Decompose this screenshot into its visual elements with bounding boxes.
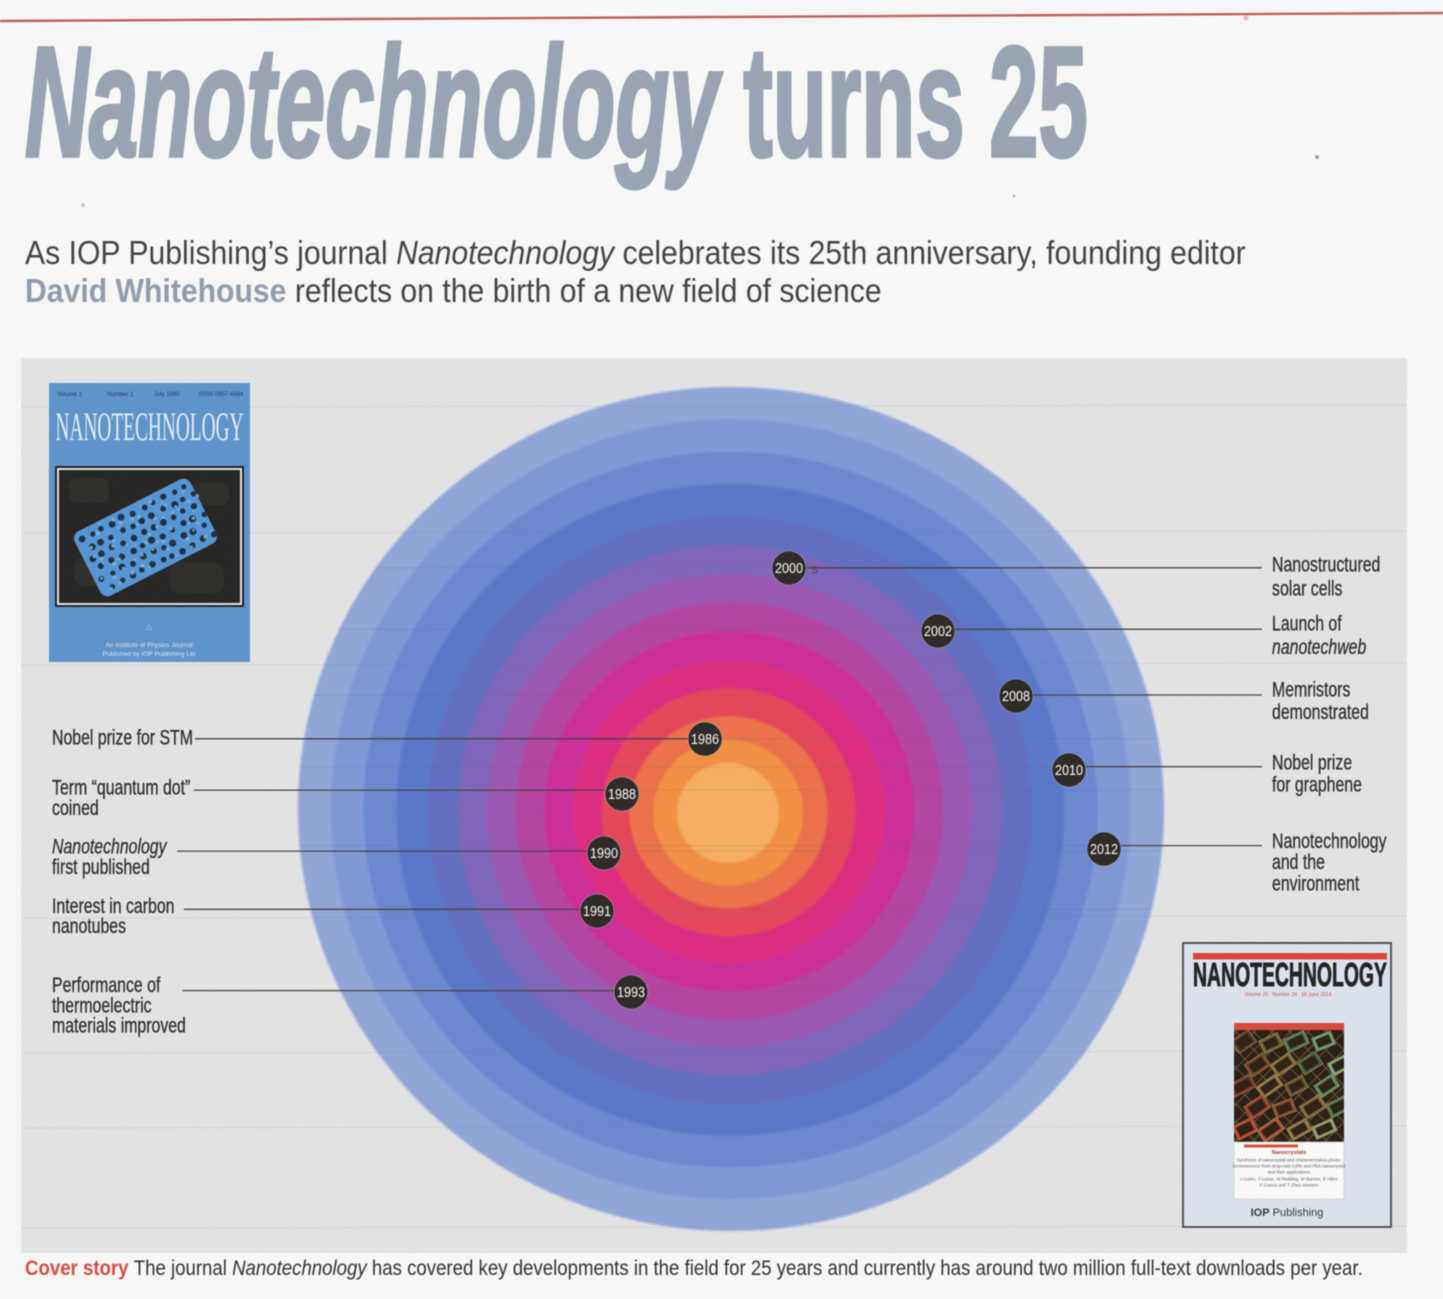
svg-text:Memristors: Memristors	[1272, 677, 1350, 701]
svg-text:J Galen, Y Lucas, M Redding, W: J Galen, Y Lucas, M Redding, W Barnes, E…	[1239, 1177, 1338, 1182]
svg-text:△: △	[146, 622, 153, 631]
svg-text:Nanocrystals: Nanocrystals	[1272, 1150, 1307, 1156]
svg-text:Nobel prize for STM: Nobel prize for STM	[52, 725, 193, 749]
svg-text:NANOTECHNOLOGY: NANOTECHNOLOGY	[1193, 957, 1387, 994]
svg-text:materials improved: materials improved	[52, 1014, 186, 1038]
svg-text:first published: first published	[52, 855, 150, 879]
svg-text:July 1990: July 1990	[154, 392, 180, 398]
svg-text:demonstrated: demonstrated	[1272, 700, 1369, 724]
svg-text:Nanostructured: Nanostructured	[1272, 552, 1380, 576]
svg-text:s: s	[811, 561, 818, 577]
svg-text:1986: 1986	[691, 730, 719, 747]
svg-text:and their applications: and their applications	[1268, 1170, 1311, 1175]
svg-text:IOP Publishing: IOP Publishing	[1251, 1207, 1324, 1219]
svg-text:and the: and the	[1272, 850, 1325, 874]
svg-text:2008: 2008	[1002, 687, 1030, 704]
svg-text:nanotechweb: nanotechweb	[1272, 635, 1366, 659]
svg-text:Published by IOP Publishing Lt: Published by IOP Publishing Ltd	[103, 651, 196, 658]
svg-text:Launch of: Launch of	[1272, 612, 1342, 636]
svg-text:1988: 1988	[608, 785, 636, 802]
svg-text:ISSN 0957-4484: ISSN 0957-4484	[199, 392, 244, 398]
svg-text:1993: 1993	[617, 983, 645, 1000]
svg-text:An Institute of Physics Journa: An Institute of Physics Journal	[105, 642, 193, 649]
svg-text:Number 1: Number 1	[107, 392, 134, 398]
svg-text:for graphene: for graphene	[1272, 772, 1362, 796]
svg-text:K Garcia and T Zhou Masters: K Garcia and T Zhou Masters	[1259, 1183, 1319, 1188]
svg-text:2002: 2002	[924, 622, 952, 639]
svg-text:2000: 2000	[775, 559, 803, 576]
svg-text:NANOTECHNOLOGY: NANOTECHNOLOGY	[56, 404, 244, 449]
svg-text:Volume 25 Number 24 18 Jun: Volume 25 Number 24 18 June 2014	[1244, 992, 1331, 998]
svg-text:Synthesis of nanocrystal and c: Synthesis of nanocrystal and characteriz…	[1237, 1158, 1342, 1163]
svg-text:coined: coined	[52, 796, 99, 820]
svg-text:environment: environment	[1272, 871, 1360, 895]
svg-text:Nobel prize: Nobel prize	[1272, 750, 1352, 774]
svg-text:1991: 1991	[583, 902, 611, 919]
svg-text:solar cells: solar cells	[1272, 576, 1342, 600]
svg-text:Volume 1: Volume 1	[57, 392, 83, 398]
svg-text:1990: 1990	[590, 844, 618, 861]
svg-text:2012: 2012	[1090, 840, 1118, 857]
svg-text:2010: 2010	[1055, 761, 1083, 778]
svg-text:nanotubes: nanotubes	[52, 914, 126, 938]
svg-text:luminescence from drop-cast Cd: luminescence from drop-cast CdTe and PbS…	[1233, 1164, 1345, 1169]
